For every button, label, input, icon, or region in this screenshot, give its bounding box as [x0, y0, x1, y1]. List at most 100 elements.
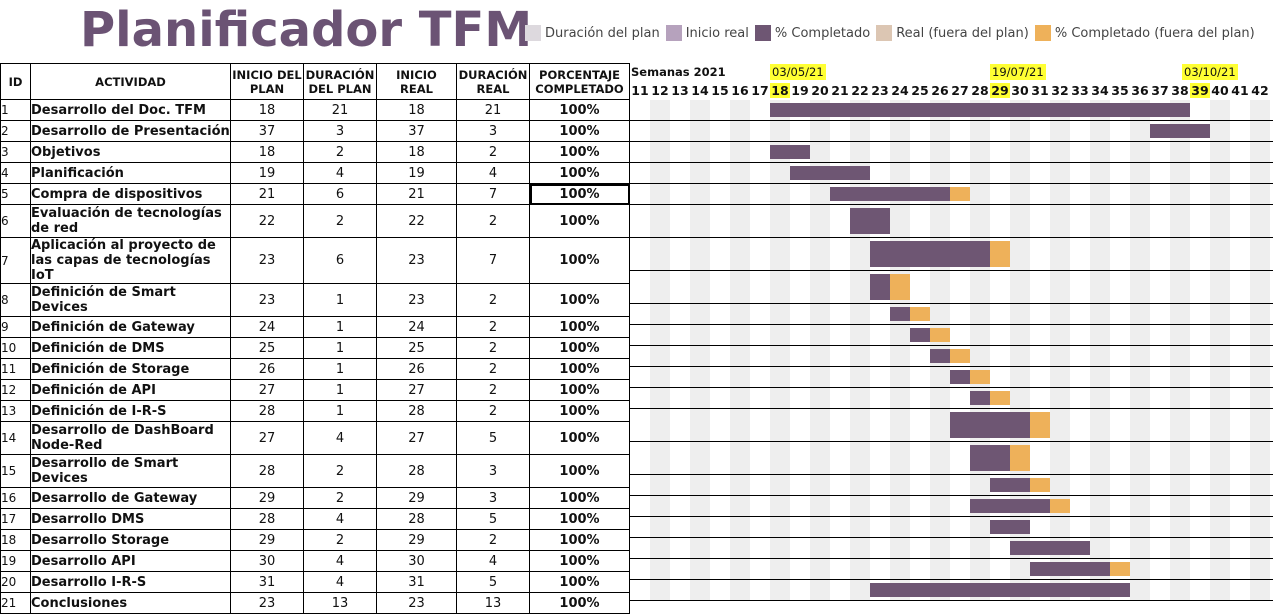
cell-real-start[interactable]: 18 [376, 99, 457, 121]
cell-plan-duration[interactable]: 2 [303, 204, 377, 238]
cell-real-start[interactable]: 31 [376, 571, 457, 593]
cell-plan-start[interactable]: 29 [230, 529, 304, 551]
cell-plan-start[interactable]: 26 [230, 358, 304, 380]
cell-plan-duration[interactable]: 1 [303, 358, 377, 380]
cell-activity[interactable]: Evaluación de tecnologías de red [30, 204, 231, 238]
cell-plan-duration[interactable]: 2 [303, 487, 377, 509]
cell-plan-start[interactable]: 27 [230, 379, 304, 401]
cell-percent[interactable]: 100% [529, 454, 630, 488]
cell-real-duration[interactable]: 2 [456, 141, 530, 163]
cell-activity[interactable]: Aplicación al proyecto de las capas de te… [30, 237, 231, 284]
cell-real-duration[interactable]: 7 [456, 237, 530, 284]
cell-percent[interactable]: 100% [529, 99, 630, 121]
cell-real-duration[interactable]: 2 [456, 379, 530, 401]
cell-plan-start[interactable]: 28 [230, 400, 304, 422]
cell-id[interactable]: 20 [0, 571, 31, 593]
cell-real-duration[interactable]: 7 [456, 183, 530, 205]
cell-activity[interactable]: Desarrollo API [30, 550, 231, 572]
cell-real-duration[interactable]: 3 [456, 487, 530, 509]
cell-real-start[interactable]: 23 [376, 592, 457, 614]
cell-percent[interactable]: 100% [529, 487, 630, 509]
cell-plan-duration[interactable]: 1 [303, 379, 377, 401]
cell-percent[interactable]: 100% [529, 379, 630, 401]
cell-plan-duration[interactable]: 4 [303, 162, 377, 184]
cell-plan-start[interactable]: 28 [230, 508, 304, 530]
cell-real-duration[interactable]: 4 [456, 550, 530, 572]
cell-activity[interactable]: Definición de Smart Devices [30, 283, 231, 317]
cell-id[interactable]: 2 [0, 120, 31, 142]
cell-plan-duration[interactable]: 13 [303, 592, 377, 614]
cell-real-duration[interactable]: 5 [456, 508, 530, 530]
cell-percent[interactable]: 100% [529, 120, 630, 142]
cell-activity[interactable]: Desarrollo del Doc. TFM [30, 99, 231, 121]
cell-real-start[interactable]: 30 [376, 550, 457, 572]
cell-plan-start[interactable]: 23 [230, 283, 304, 317]
cell-plan-start[interactable]: 18 [230, 141, 304, 163]
cell-activity[interactable]: Desarrollo de Smart Devices [30, 454, 231, 488]
cell-plan-start[interactable]: 31 [230, 571, 304, 593]
cell-real-start[interactable]: 26 [376, 358, 457, 380]
cell-plan-duration[interactable]: 2 [303, 141, 377, 163]
cell-real-duration[interactable]: 2 [456, 204, 530, 238]
cell-percent[interactable]: 100% [529, 283, 630, 317]
cell-real-duration[interactable]: 21 [456, 99, 530, 121]
cell-id[interactable]: 9 [0, 316, 31, 338]
cell-real-start[interactable]: 28 [376, 454, 457, 488]
cell-real-duration[interactable]: 3 [456, 454, 530, 488]
cell-percent[interactable]: 100% [529, 316, 630, 338]
cell-plan-duration[interactable]: 2 [303, 454, 377, 488]
cell-real-start[interactable]: 29 [376, 529, 457, 551]
cell-plan-duration[interactable]: 1 [303, 400, 377, 422]
cell-id[interactable]: 6 [0, 204, 31, 238]
cell-percent[interactable]: 100% [529, 237, 630, 284]
cell-percent[interactable]: 100% [529, 141, 630, 163]
cell-plan-start[interactable]: 27 [230, 421, 304, 455]
cell-id[interactable]: 10 [0, 337, 31, 359]
cell-real-duration[interactable]: 4 [456, 162, 530, 184]
cell-plan-start[interactable]: 23 [230, 237, 304, 284]
cell-activity[interactable]: Desarrollo I-R-S [30, 571, 231, 593]
cell-activity[interactable]: Definición de I-R-S [30, 400, 231, 422]
cell-activity[interactable]: Desarrollo de Presentación [30, 120, 231, 142]
cell-activity[interactable]: Compra de dispositivos [30, 183, 231, 205]
cell-plan-duration[interactable]: 1 [303, 337, 377, 359]
cell-plan-duration[interactable]: 6 [303, 183, 377, 205]
header-inicio-plan[interactable]: INICIO DEL PLAN [230, 63, 304, 100]
cell-real-start[interactable]: 21 [376, 183, 457, 205]
cell-real-start[interactable]: 27 [376, 379, 457, 401]
cell-id[interactable]: 12 [0, 379, 31, 401]
cell-id[interactable]: 16 [0, 487, 31, 509]
header-id[interactable]: ID [0, 63, 31, 100]
cell-percent[interactable]: 100% [529, 358, 630, 380]
cell-plan-duration[interactable]: 1 [303, 316, 377, 338]
cell-real-duration[interactable]: 5 [456, 571, 530, 593]
header-actividad[interactable]: ACTIVIDAD [30, 63, 231, 100]
cell-plan-start[interactable]: 23 [230, 592, 304, 614]
cell-id[interactable]: 4 [0, 162, 31, 184]
cell-real-duration[interactable]: 2 [456, 316, 530, 338]
cell-plan-start[interactable]: 21 [230, 183, 304, 205]
cell-real-duration[interactable]: 2 [456, 400, 530, 422]
header-duracion-real[interactable]: DURACIÓN REAL [456, 63, 530, 100]
cell-id[interactable]: 21 [0, 592, 31, 614]
cell-real-start[interactable]: 29 [376, 487, 457, 509]
cell-id[interactable]: 5 [0, 183, 31, 205]
cell-activity[interactable]: Definición de DMS [30, 337, 231, 359]
cell-id[interactable]: 14 [0, 421, 31, 455]
cell-plan-duration[interactable]: 4 [303, 508, 377, 530]
cell-plan-start[interactable]: 28 [230, 454, 304, 488]
cell-percent[interactable]: 100% [529, 508, 630, 530]
cell-percent[interactable]: 100% [529, 204, 630, 238]
cell-real-duration[interactable]: 3 [456, 120, 530, 142]
cell-percent[interactable]: 100% [529, 421, 630, 455]
cell-real-duration[interactable]: 5 [456, 421, 530, 455]
cell-plan-duration[interactable]: 4 [303, 421, 377, 455]
cell-plan-duration[interactable]: 4 [303, 550, 377, 572]
cell-plan-start[interactable]: 25 [230, 337, 304, 359]
cell-plan-start[interactable]: 24 [230, 316, 304, 338]
cell-id[interactable]: 11 [0, 358, 31, 380]
cell-real-duration[interactable]: 2 [456, 358, 530, 380]
cell-real-start[interactable]: 19 [376, 162, 457, 184]
cell-percent[interactable]: 100% [529, 162, 630, 184]
cell-plan-start[interactable]: 18 [230, 99, 304, 121]
